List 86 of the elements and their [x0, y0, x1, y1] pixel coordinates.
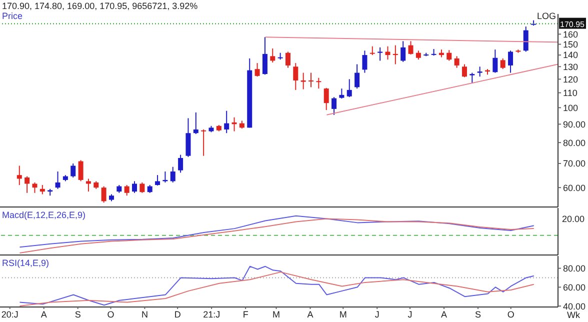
- candlestick: [24, 176, 30, 194]
- y-tick-label: 80.00: [563, 138, 586, 148]
- candlestick: [16, 165, 22, 186]
- candlestick: [500, 58, 506, 70]
- ref-line-label: 170.95: [560, 20, 586, 29]
- x-tick-label: S: [474, 309, 481, 320]
- candlestick: [55, 171, 60, 190]
- candlestick: [224, 110, 230, 134]
- x-tick-label: F: [242, 309, 249, 320]
- candlestick: [446, 50, 452, 62]
- candlestick: [346, 78, 352, 98]
- y-tick-label: 120: [563, 74, 578, 84]
- chart-title: 170.90, 174.80, 169.00, 170.95, 9656721, 3.92%: [2, 1, 198, 11]
- candlestick: [186, 118, 191, 158]
- candlestick: [285, 51, 290, 68]
- x-tick-label: D: [174, 309, 182, 320]
- candlestick: [339, 88, 344, 100]
- candlestick: [378, 46, 383, 62]
- candlestick: [385, 46, 390, 60]
- x-tick-label: J: [408, 309, 412, 320]
- candlestick: [477, 66, 482, 78]
- chart-title: Macd(E,12,E,26,E,9): [2, 210, 86, 220]
- candlestick: [124, 184, 130, 196]
- x-tick-label: M: [272, 309, 280, 320]
- x-tick-label: M: [339, 309, 347, 320]
- annotation: Price: [2, 11, 23, 21]
- candlestick: [132, 180, 138, 194]
- candlestick: [400, 40, 406, 62]
- candlestick: [193, 112, 198, 135]
- y-tick-label: 110: [563, 88, 578, 98]
- x-tick-label: O: [507, 309, 514, 320]
- candlestick: [408, 40, 414, 55]
- candlestick: [354, 64, 360, 90]
- y-tick-label: 150: [563, 39, 578, 50]
- candlestick: [86, 178, 91, 192]
- candlestick: [201, 128, 206, 156]
- x-tick-label: N: [141, 309, 148, 320]
- y-tick-label: 130: [563, 62, 578, 72]
- y-tick-label: 60.00: [563, 282, 586, 292]
- annotation: LOG: [537, 11, 556, 21]
- candlestick: [462, 64, 467, 78]
- candlestick: [324, 87, 329, 111]
- text: Wk: [567, 310, 580, 320]
- candlestick: [70, 162, 76, 178]
- candlestick: [101, 186, 106, 204]
- candlestick: [316, 77, 322, 90]
- candlestick: [454, 56, 460, 68]
- x-tick-label: A: [40, 309, 47, 320]
- y-tick-label: 80.00: [563, 263, 586, 274]
- y-tick-label: 160: [563, 29, 578, 40]
- text: 20.00: [562, 214, 585, 224]
- y-tick-label: 70.00: [563, 158, 586, 169]
- candlestick: [155, 174, 160, 186]
- x-tick-label: A: [307, 309, 314, 320]
- candlestick: [78, 160, 84, 182]
- candlestick: [40, 184, 45, 195]
- candlestick: [178, 154, 184, 174]
- y-tick-label: 140: [563, 50, 578, 60]
- candlestick: [523, 26, 528, 52]
- candlestick: [32, 182, 38, 194]
- candlestick: [492, 49, 498, 74]
- y-tick-label: 40.00: [563, 301, 586, 312]
- y-tick-label: 100: [563, 102, 578, 113]
- candlestick: [362, 50, 368, 74]
- candlestick: [300, 72, 306, 90]
- x-tick-label: S: [74, 309, 81, 320]
- x-tick-label: 20:J: [1, 309, 18, 320]
- candlestick: [308, 72, 314, 88]
- y-tick-label: 60.00: [563, 182, 586, 193]
- candlestick: [392, 44, 398, 65]
- candlestick: [470, 72, 475, 84]
- chart-title: RSI(14,E,9): [2, 258, 50, 268]
- candlestick: [254, 62, 260, 78]
- y-tick-label: 90.00: [563, 119, 586, 130]
- line-series: [19, 272, 534, 307]
- candlestick: [508, 50, 514, 74]
- x-tick-label: A: [440, 309, 447, 320]
- candlestick: [270, 48, 276, 63]
- candlestick: [332, 96, 337, 116]
- candlestick: [170, 166, 176, 183]
- x-tick-label: O: [107, 309, 114, 320]
- x-tick-label: 21:J: [203, 309, 220, 320]
- candlestick: [140, 182, 145, 194]
- candlestick: [262, 36, 268, 76]
- x-tick-label: J: [374, 309, 380, 320]
- candlestick: [293, 62, 298, 90]
